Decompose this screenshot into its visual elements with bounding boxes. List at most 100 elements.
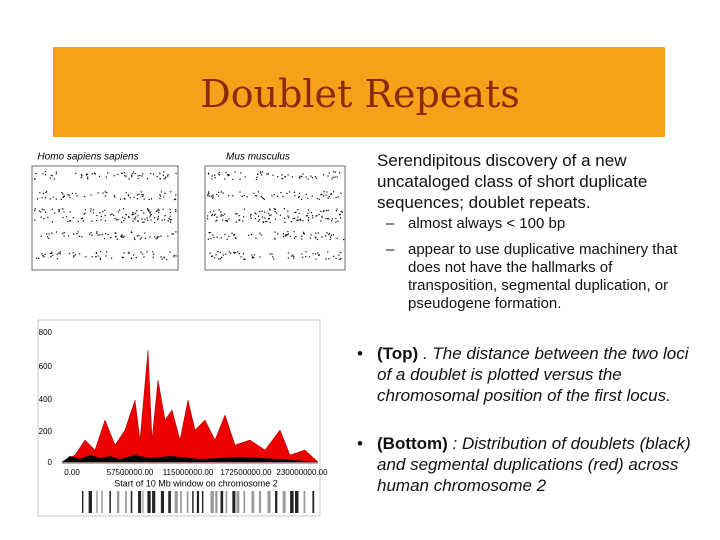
ideogram-band xyxy=(125,491,127,513)
scatter-dot xyxy=(318,213,320,216)
scatter-dot xyxy=(208,195,211,197)
scatter-dot xyxy=(48,233,50,235)
scatter-dot xyxy=(213,210,215,212)
scatter-dot xyxy=(274,208,277,210)
scatter-dot xyxy=(152,173,155,175)
scatter-dot xyxy=(314,176,316,178)
scatter-dot xyxy=(114,232,116,234)
scatter-dot xyxy=(124,175,126,177)
scatter-dot xyxy=(51,221,53,223)
scatter-figures: Homo sapiens sapiens Mus musculus xyxy=(31,152,346,271)
scatter-dot xyxy=(268,218,270,220)
scatter-dot xyxy=(161,219,163,221)
scatter-dot xyxy=(56,253,58,255)
scatter-dot xyxy=(244,176,246,178)
ideogram-band xyxy=(243,491,246,513)
scatter-dot xyxy=(165,176,167,178)
scatter-dot xyxy=(264,217,266,219)
scatter-dot xyxy=(92,209,94,211)
scatter-dot xyxy=(163,171,165,173)
scatter-dot xyxy=(141,193,143,196)
scatter-dot xyxy=(144,237,147,239)
scatter-dot xyxy=(318,254,320,256)
scatter-dot xyxy=(280,192,282,194)
scatter-dot xyxy=(284,176,286,178)
scatter-dot xyxy=(326,232,328,234)
scatter-dot xyxy=(124,217,126,220)
scatter-dot xyxy=(283,208,285,210)
scatter-dot xyxy=(339,217,342,219)
scatter-dot xyxy=(56,258,58,260)
scatter-dot xyxy=(155,238,157,240)
scatter-dot xyxy=(227,175,230,177)
scatter-dot xyxy=(305,215,308,217)
scatter-dot xyxy=(208,192,210,194)
scatter-dot xyxy=(251,254,253,256)
scatter-dot xyxy=(55,171,58,173)
scatter-dot xyxy=(312,253,314,255)
scatter-dot xyxy=(281,177,283,180)
scatter-dot xyxy=(249,215,252,217)
scatter-dot xyxy=(150,198,153,200)
scatter-dot xyxy=(335,221,337,223)
scatter-dot xyxy=(333,171,335,173)
scatter-dot xyxy=(298,192,301,194)
scatter-dot xyxy=(116,219,118,221)
scatter-dot xyxy=(287,257,289,259)
dash: – xyxy=(386,215,395,232)
scatter-dot xyxy=(307,209,309,211)
scatter-dot xyxy=(209,211,211,213)
scatter-dot xyxy=(123,219,125,222)
scatter-dot xyxy=(46,236,49,238)
scatter-dot xyxy=(159,195,162,197)
scatter-dot xyxy=(74,254,77,256)
scatter-dot xyxy=(295,211,297,213)
scatter-dot xyxy=(112,214,115,216)
scatter-dot xyxy=(131,172,133,175)
scatter-dot xyxy=(63,211,65,213)
scatter-dot xyxy=(252,256,254,258)
scatter-dot xyxy=(121,256,124,258)
scatter-dot xyxy=(69,211,71,213)
scatter-dot xyxy=(220,215,222,217)
scatter-dot xyxy=(315,177,318,179)
scatter-dot xyxy=(315,253,317,255)
scatter-dot xyxy=(255,213,257,215)
scatter-dot xyxy=(294,211,296,214)
scatter-dot xyxy=(43,256,45,258)
scatter-dot xyxy=(239,219,241,221)
scatter-dot xyxy=(72,233,75,235)
scatter-dot xyxy=(123,172,125,174)
scatter-dot xyxy=(99,258,102,261)
scatter-dot xyxy=(68,252,70,255)
scatter-dot xyxy=(90,210,92,212)
scatter-dot xyxy=(106,251,108,253)
scatter-dot xyxy=(132,211,134,214)
scatter-dot xyxy=(159,194,161,196)
scatter-dot xyxy=(266,220,268,222)
scatter-dot xyxy=(288,216,290,219)
scatter-dot xyxy=(49,252,52,255)
scatter-dot xyxy=(154,221,156,224)
scatter-dot xyxy=(243,258,245,261)
scatter-dot xyxy=(222,192,224,194)
scatter-dot xyxy=(91,220,93,222)
scatter-dot xyxy=(259,210,261,213)
scatter-dot xyxy=(43,218,45,220)
scatter-dot xyxy=(130,231,133,233)
scatter-dot xyxy=(248,234,250,236)
scatter-dot xyxy=(77,220,79,223)
scatter-dot xyxy=(311,176,313,179)
scatter-dot xyxy=(164,215,166,217)
ideogram-band xyxy=(275,491,278,513)
scatter-dot xyxy=(256,195,258,197)
scatter-dot xyxy=(239,191,241,193)
scatter-dot xyxy=(75,192,77,195)
scatter-dot xyxy=(36,198,39,200)
ideogram-band xyxy=(109,491,111,513)
scatter-dot xyxy=(266,173,268,175)
scatter-dot xyxy=(318,198,320,200)
scatter-dot xyxy=(253,254,256,256)
scatter-dot xyxy=(135,216,137,218)
scatter-dot xyxy=(133,218,135,220)
